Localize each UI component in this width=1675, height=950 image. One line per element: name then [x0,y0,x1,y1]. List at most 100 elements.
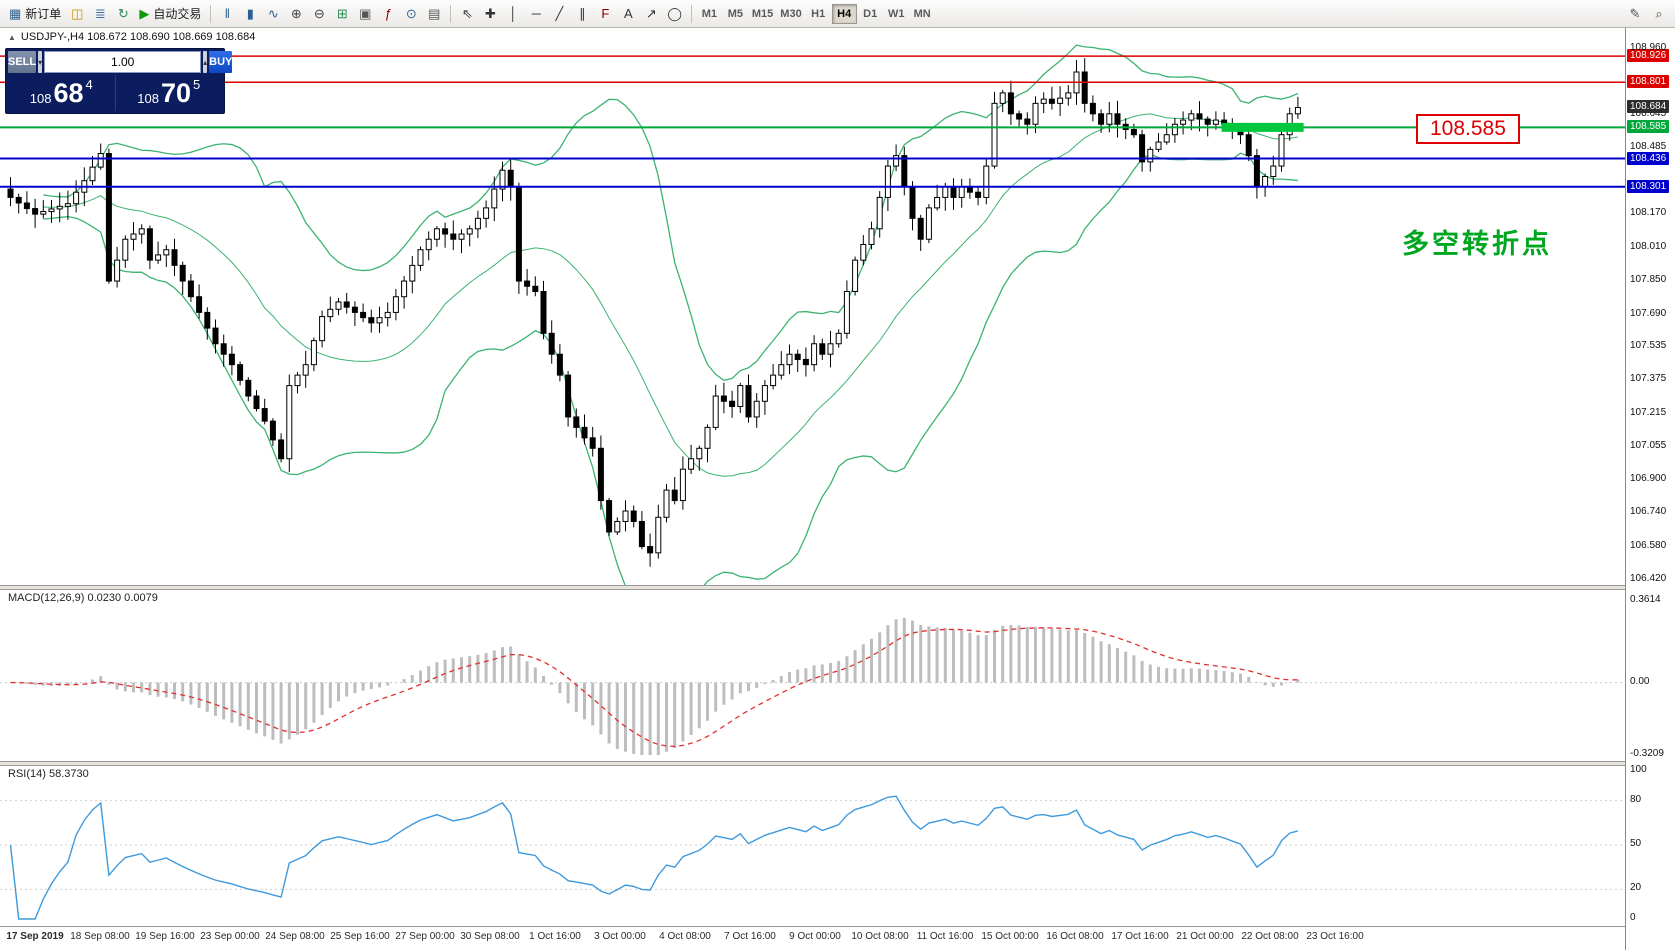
price-level-annotation[interactable]: 108.585 [1416,114,1520,144]
volume-up-button[interactable]: ▴ [203,51,208,73]
crosshair-icon[interactable]: ✚ [484,5,496,21]
trendline-icon[interactable]: ╱ [555,5,564,21]
chart-header: ▲ USDJPY-,H4 108.672 108.690 108.669 108… [8,31,255,43]
timeframe-d1-button[interactable]: D1 [863,7,878,20]
turning-point-note[interactable]: 多空转折点 [1402,229,1552,259]
panel-separator[interactable] [0,761,1675,766]
timeframe-h1-button[interactable]: H1 [811,7,826,20]
axis-label: 0.00 [1630,675,1650,687]
candlestick-chart-icon[interactable]: ▮ [246,5,254,21]
buy-price-prefix: 108 [137,91,159,106]
new-order-button[interactable]: ▦ 新订单 [5,3,65,25]
axis-label: 108.485 [1630,141,1667,153]
timeframe-m1-button[interactable]: M1 [701,7,718,20]
axis-label: 106.900 [1630,472,1667,484]
date-label: 27 Sep 00:00 [395,931,455,942]
collapse-icon[interactable]: ▲ [8,32,16,42]
axis-label: -0.3209 [1630,748,1664,759]
timeframe-m5-button[interactable]: M5 [727,7,744,20]
ohlc-text: USDJPY-,H4 108.672 108.690 108.669 108.6… [20,31,256,43]
rsi-line [9,795,1299,920]
cursor-icon[interactable]: ⇖ [461,5,473,21]
timeframe-m30-button[interactable]: M30 [780,7,802,20]
rsi-header: RSI(14) 58.3730 [8,768,89,780]
axis-label: 100 [1630,764,1647,775]
periods-icon[interactable]: ⊙ [405,5,417,21]
date-label: 11 Oct 16:00 [916,931,974,942]
candles [7,58,1301,567]
buy-price-button[interactable]: 108 70 5 [116,75,223,111]
indicators-icon[interactable]: ƒ [384,6,392,21]
buy-price-big: 70 [160,77,191,108]
edit-icon[interactable]: ✎ [1629,5,1641,21]
volume-input[interactable] [44,51,202,73]
axis-label: 107.690 [1630,307,1667,319]
timeframe-group: M1 M5 M15 M30 H1 H4 D1 W1 MN [697,3,935,24]
axis-label: 107.850 [1630,274,1667,286]
sell-button[interactable]: SELL [8,51,37,73]
shapes-icon[interactable]: ◯ [667,5,682,21]
zoom-in-icon[interactable]: ⊕ [290,5,302,21]
date-label: 24 Sep 08:00 [265,931,325,942]
date-label: 15 Oct 00:00 [981,931,1039,942]
tile-windows-icon[interactable]: ⊞ [336,5,348,21]
axis-label: 108.170 [1630,207,1667,219]
time-axis-separator [0,926,1675,927]
axis-label: 108.010 [1630,240,1667,252]
axis-label: 106.420 [1630,573,1667,584]
search-icon[interactable]: ⌕ [1655,5,1663,21]
toolbar-separator [210,4,212,23]
refresh-icon[interactable]: ↻ [117,5,129,21]
axis-label: 107.215 [1630,406,1667,418]
horizontal-line-icon[interactable]: ─ [531,6,541,21]
date-label: 18 Sep 08:00 [70,931,130,942]
one-click-trading-panel: SELL ▾ ▴ BUY 108 68 4 108 70 5 [5,48,233,114]
vertical-line-icon[interactable]: │ [509,6,518,21]
templates-icon[interactable]: ▤ [428,5,441,21]
timeframe-h4-button[interactable]: H4 [831,3,857,24]
macd-header: MACD(12,26,9) 0.0230 0.0079 [8,592,158,604]
price-axis-badge: 108.684 [1627,99,1670,113]
axis-label: 108.960 [1630,42,1667,53]
panel-separator[interactable] [0,585,1675,590]
timeframe-w1-button[interactable]: W1 [887,7,905,20]
market-depth-icon[interactable]: ≣ [94,5,106,21]
buy-price-sup: 5 [193,77,201,92]
date-label: 9 Oct 00:00 [789,931,841,942]
level-lines [0,55,1625,188]
date-label: 7 Oct 16:00 [724,931,776,942]
toolbar-group-left: ◫ ≣ ↻ [66,3,134,25]
line-chart-icon[interactable]: ∿ [267,5,279,21]
auto-trading-button[interactable]: ▶ 自动交易 [135,3,205,25]
time-axis[interactable]: 17 Sep 2019 18 Sep 08:00 19 Sep 16:00 23 Se… [0,927,1625,950]
bar-chart-icon[interactable]: ‖ [224,6,231,21]
volume-down-button[interactable]: ▾ [38,51,43,73]
buy-button[interactable]: BUY [209,51,233,73]
text-icon[interactable]: A [623,6,633,21]
bollinger-bands [43,44,1299,585]
axis-label: 108.645 [1630,107,1667,119]
axis-label: 107.375 [1630,373,1667,385]
timeframe-mn-button[interactable]: MN [913,7,931,20]
zoom-out-icon[interactable]: ⊖ [313,5,325,21]
date-label: 10 Oct 08:00 [851,931,909,942]
date-label: 30 Sep 08:00 [460,931,520,942]
price-axis[interactable]: 108.926 108.801 108.585 108.436 108.301 108.9… [1625,28,1675,950]
fibonacci-icon[interactable]: F [601,6,610,21]
toolbar-separator [450,4,452,23]
date-label: 21 Oct 00:00 [1176,931,1234,942]
channel-icon[interactable]: ∥ [579,5,586,21]
auto-trading-icon: ▶ [139,6,150,21]
axis-label: 106.740 [1630,506,1667,518]
symbols-icon[interactable]: ◫ [71,5,84,21]
sell-price-button[interactable]: 108 68 4 [8,75,115,111]
arrows-icon[interactable]: ↗ [645,5,657,21]
axis-label: 107.055 [1630,440,1667,452]
timeframe-m15-button[interactable]: M15 [751,7,774,20]
price-axis-badge: 108.436 [1627,151,1670,165]
auto-arrange-icon[interactable]: ▣ [359,5,372,21]
price-axis-badge: 108.801 [1627,75,1670,89]
axis-label: 106.580 [1630,539,1667,551]
sell-price-big: 68 [53,77,84,108]
